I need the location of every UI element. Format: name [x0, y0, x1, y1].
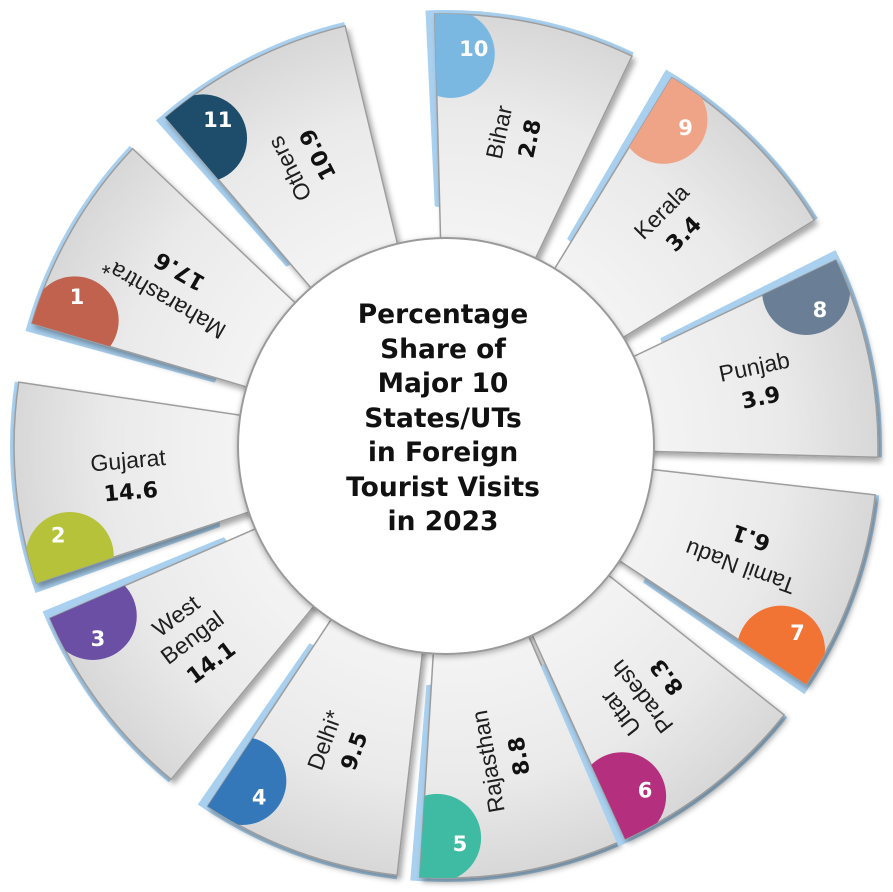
title-line-6: Tourist Visits — [346, 471, 540, 503]
segment-maharashtra: 1 Maharashtra*17.6 — [25, 145, 317, 396]
title-line-5: in Foreign — [367, 437, 519, 468]
rank-badge — [419, 793, 482, 878]
title-line-3: Major 10 — [377, 368, 509, 399]
segment-value: 14.6 — [103, 478, 159, 508]
title-line-2: Share of — [380, 333, 506, 365]
rank-number: 11 — [203, 108, 232, 132]
rank-number: 6 — [638, 779, 653, 803]
rank-number: 2 — [51, 524, 66, 548]
rank-number: 4 — [252, 785, 267, 809]
rank-number: 7 — [790, 621, 805, 645]
rank-number: 10 — [459, 37, 488, 61]
rank-number: 8 — [813, 298, 828, 322]
rank-number: 3 — [91, 627, 106, 651]
rank-number: 9 — [678, 116, 693, 140]
title-line-7: in 2023 — [387, 506, 499, 537]
chart-title: Percentage Share of Major 10 States/UTs … — [300, 298, 586, 540]
rank-number: 1 — [70, 285, 85, 309]
rank-number: 5 — [453, 832, 468, 856]
title-line-1: Percentage — [357, 299, 529, 330]
center-hub — [237, 237, 655, 655]
title-line-4: States/UTs — [364, 402, 522, 434]
rank-badge — [434, 14, 495, 99]
